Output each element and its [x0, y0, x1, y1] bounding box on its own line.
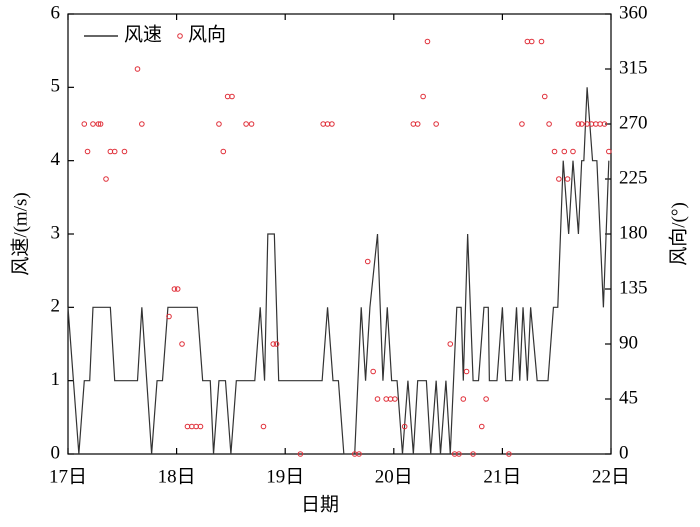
scatter-point [478, 423, 485, 430]
x-tick-label: 20日 [375, 466, 413, 487]
scatter-point [139, 121, 145, 127]
scatter-point [297, 451, 304, 457]
line-series [67, 87, 610, 455]
y2-tick-label: 360 [619, 2, 648, 23]
scatter-point [414, 121, 421, 127]
scatter-point [561, 148, 568, 155]
scatter-point [570, 148, 576, 155]
scatter-point [103, 176, 109, 182]
scatter-point [460, 396, 467, 402]
scatter-point [606, 148, 612, 155]
y2-tick-label: 225 [619, 167, 648, 188]
scatter-point [370, 368, 376, 375]
scatter-point [166, 313, 172, 320]
y-axis-label: 风速/(m/s) [9, 192, 31, 275]
y2-tick-label: 0 [619, 442, 629, 463]
scatter-point [546, 121, 552, 127]
scatter-point [447, 341, 454, 347]
scatter-point [90, 121, 96, 127]
y-tick-label: 0 [51, 442, 61, 463]
scatter-point [329, 121, 335, 127]
scatter-point [506, 451, 512, 457]
scatter-point [401, 423, 408, 430]
x-tick-label: 22日 [592, 466, 630, 487]
scatter-point [243, 121, 249, 127]
scatter-point [564, 176, 571, 182]
y2-axis-label: 风向/(°) [667, 202, 689, 266]
scatter-point [483, 396, 489, 402]
y-tick-label: 1 [51, 369, 61, 390]
x-tick-label: 18日 [158, 466, 196, 487]
scatter-point [171, 286, 178, 292]
scatter-point [424, 38, 431, 45]
x-axis-label: 日期 [301, 493, 339, 515]
scatter-point [519, 121, 525, 127]
scatter-point [528, 38, 535, 45]
scatter-point [392, 396, 398, 402]
y-tick-label: 5 [51, 76, 61, 97]
y2-tick-label: 90 [619, 332, 638, 353]
y2-tick-label: 135 [619, 277, 648, 298]
scatter-point [179, 341, 185, 347]
y2-tick-label: 45 [619, 387, 638, 408]
y-tick-label: 4 [51, 149, 61, 170]
y-tick-label: 6 [51, 2, 61, 23]
scatter-point [433, 121, 439, 127]
scatter-point [374, 396, 381, 402]
scatter-point [111, 148, 118, 155]
scatter-point [470, 451, 476, 457]
legend-label: 风速 [124, 23, 162, 45]
y2-tick-label: 180 [619, 222, 648, 243]
scatter-point [174, 286, 181, 292]
scatter-point [229, 93, 235, 100]
y-tick-label: 3 [51, 222, 61, 243]
scatter-point [270, 341, 277, 347]
scatter-point [463, 368, 470, 375]
scatter-point [356, 451, 362, 457]
scatter-point [538, 38, 545, 45]
scatter-point [216, 121, 222, 127]
scatter-point [220, 148, 227, 155]
scatter-point [134, 66, 141, 72]
scatter-point [81, 121, 88, 127]
x-tick-label: 21日 [483, 466, 521, 487]
scatter-point [97, 121, 104, 127]
x-tick-label: 17日 [49, 466, 87, 487]
scatter-point [541, 93, 548, 100]
y-tick-label: 2 [51, 296, 61, 317]
legend-marker [177, 33, 183, 39]
scatter-point [84, 148, 91, 155]
scatter-point [578, 121, 585, 127]
scatter-point [575, 121, 582, 127]
scatter-point [121, 148, 128, 155]
scatter-point [197, 423, 204, 430]
x-tick-label: 19日 [266, 466, 304, 487]
scatter-point [601, 121, 608, 127]
scatter-point [420, 93, 426, 100]
scatter-point [95, 121, 102, 127]
scatter-point [551, 148, 558, 155]
y2-tick-label: 270 [619, 112, 648, 133]
scatter-point [260, 423, 267, 430]
scatter-point [364, 258, 371, 265]
y2-tick-label: 315 [619, 57, 648, 78]
scatter-point [556, 176, 562, 182]
scatter-point [456, 451, 462, 457]
scatter-point [273, 341, 280, 347]
legend-label: 风向 [188, 23, 226, 45]
scatter-point [248, 121, 255, 127]
